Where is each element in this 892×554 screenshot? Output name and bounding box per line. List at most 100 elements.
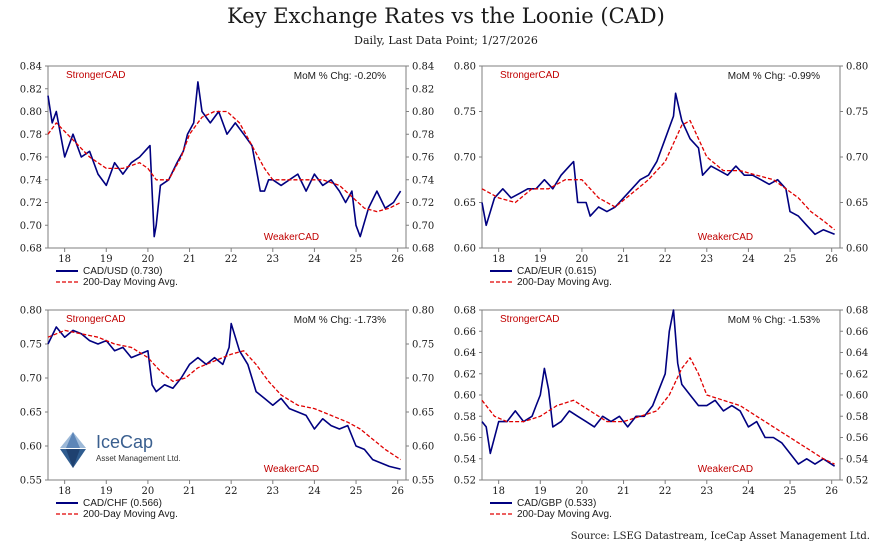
x-tick-label: 21 (617, 254, 630, 265)
x-tick-label: 25 (784, 254, 797, 265)
y-tick-label-left: 0.60 (454, 244, 476, 255)
y-tick-label-right: 0.62 (846, 369, 868, 380)
y-tick-label-right: 0.82 (412, 84, 434, 95)
x-tick-label: 23 (700, 254, 713, 265)
source-note: Source: LSEG Datastream, IceCap Asset Ma… (570, 531, 870, 542)
y-tick-label-left: 0.68 (20, 244, 42, 255)
y-tick-label-left: 0.70 (454, 153, 476, 164)
y-tick-label-left: 0.70 (20, 374, 42, 385)
y-tick-label-right: 0.58 (846, 412, 868, 423)
y-tick-label-right: 0.84 (412, 62, 434, 73)
mom-change-label: MoM % Chg: -1.73% (294, 315, 386, 326)
x-tick-label: 25 (350, 254, 363, 265)
weaker-cad-label: WeakerCAD (698, 464, 753, 475)
x-tick-label: 23 (700, 486, 713, 497)
moving-avg-line (47, 329, 401, 461)
x-tick-label: 26 (391, 254, 404, 265)
y-tick-label-right: 0.76 (412, 153, 434, 164)
page-subtitle: Daily, Last Data Point; 1/27/2026 (354, 34, 538, 47)
x-tick-label: 22 (659, 486, 672, 497)
x-tick-label: 18 (58, 254, 71, 265)
x-tick-label: 22 (225, 486, 238, 497)
y-tick-label-right: 0.60 (846, 391, 868, 402)
y-tick-label-left: 0.62 (454, 369, 476, 380)
moving-avg-line (481, 357, 835, 465)
y-tick-label-left: 0.58 (454, 412, 476, 423)
y-tick-label-left: 0.68 (454, 306, 476, 317)
x-tick-label: 19 (100, 254, 113, 265)
plot-frame (47, 309, 407, 481)
x-tick-label: 20 (576, 486, 589, 497)
y-tick-label-left: 0.84 (20, 62, 42, 73)
y-tick-label-left: 0.55 (20, 476, 42, 487)
y-tick-label-right: 0.75 (846, 107, 868, 118)
icecap-logo: IceCap Asset Management Ltd. (56, 430, 206, 470)
x-tick-label: 23 (266, 486, 279, 497)
stronger-cad-label: StrongerCAD (66, 314, 125, 325)
stronger-cad-label: StrongerCAD (500, 70, 559, 81)
rate-line (481, 309, 836, 467)
y-tick-label-right: 0.70 (412, 221, 434, 232)
y-tick-label-right: 0.70 (412, 374, 434, 385)
y-tick-label-right: 0.74 (412, 175, 434, 186)
moving-avg-line (47, 110, 401, 213)
legend-label-moving-avg: 200-Day Moving Avg. (83, 277, 178, 288)
rate-line (47, 81, 402, 238)
y-tick-label-left: 0.75 (20, 340, 42, 351)
y-tick-label-left: 0.56 (454, 433, 476, 444)
x-tick-label: 22 (659, 254, 672, 265)
y-tick-label-right: 0.52 (846, 476, 868, 487)
y-tick-label-left: 0.60 (454, 391, 476, 402)
x-tick-label: 24 (308, 486, 321, 497)
weaker-cad-label: WeakerCAD (264, 464, 319, 475)
x-tick-label: 26 (825, 486, 838, 497)
y-tick-label-right: 0.64 (846, 348, 868, 359)
y-tick-label-right: 0.56 (846, 433, 868, 444)
mom-change-label: MoM % Chg: -0.20% (294, 71, 386, 82)
x-tick-label: 18 (492, 254, 505, 265)
legend-label-rate: CAD/USD (0.730) (83, 266, 162, 277)
iceberg-icon (60, 432, 86, 468)
legend-label-rate: CAD/GBP (0.533) (517, 498, 596, 509)
legend-label-moving-avg: 200-Day Moving Avg. (517, 509, 612, 520)
x-tick-label: 21 (183, 486, 196, 497)
y-tick-label-left: 0.70 (20, 221, 42, 232)
y-tick-label-left: 0.72 (20, 198, 42, 209)
legend-label-rate: CAD/CHF (0.566) (83, 498, 162, 509)
y-tick-label-right: 0.65 (412, 408, 434, 419)
y-tick-label-left: 0.76 (20, 153, 42, 164)
y-tick-label-left: 0.60 (20, 442, 42, 453)
moving-avg-line (481, 119, 836, 231)
x-tick-label: 25 (350, 486, 363, 497)
x-tick-label: 18 (58, 486, 71, 497)
y-tick-label-right: 0.80 (412, 306, 434, 317)
weaker-cad-label: WeakerCAD (698, 232, 753, 243)
rate-line (47, 322, 401, 470)
y-tick-label-left: 0.75 (454, 107, 476, 118)
y-tick-label-right: 0.60 (412, 442, 434, 453)
y-tick-label-left: 0.82 (20, 84, 42, 95)
y-tick-label-left: 0.54 (454, 454, 476, 465)
legend-label-rate: CAD/EUR (0.615) (517, 266, 596, 277)
x-tick-label: 19 (100, 486, 113, 497)
y-tick-label-left: 0.80 (20, 306, 42, 317)
x-tick-label: 20 (142, 486, 155, 497)
logo-name: IceCap (96, 432, 154, 452)
x-tick-label: 24 (308, 254, 321, 265)
y-tick-label-left: 0.74 (20, 175, 42, 186)
mom-change-label: MoM % Chg: -1.53% (728, 315, 820, 326)
x-tick-label: 20 (142, 254, 155, 265)
y-tick-label-left: 0.52 (454, 476, 476, 487)
y-tick-label-right: 0.66 (846, 327, 868, 338)
y-tick-label-right: 0.72 (412, 198, 434, 209)
x-tick-label: 20 (576, 254, 589, 265)
y-tick-label-right: 0.70 (846, 153, 868, 164)
x-tick-label: 26 (391, 486, 404, 497)
page-title: Key Exchange Rates vs the Loonie (CAD) (227, 4, 665, 28)
y-tick-label-right: 0.55 (412, 476, 434, 487)
y-tick-label-right: 0.75 (412, 340, 434, 351)
y-tick-label-right: 0.60 (846, 244, 868, 255)
rate-line (481, 92, 835, 236)
